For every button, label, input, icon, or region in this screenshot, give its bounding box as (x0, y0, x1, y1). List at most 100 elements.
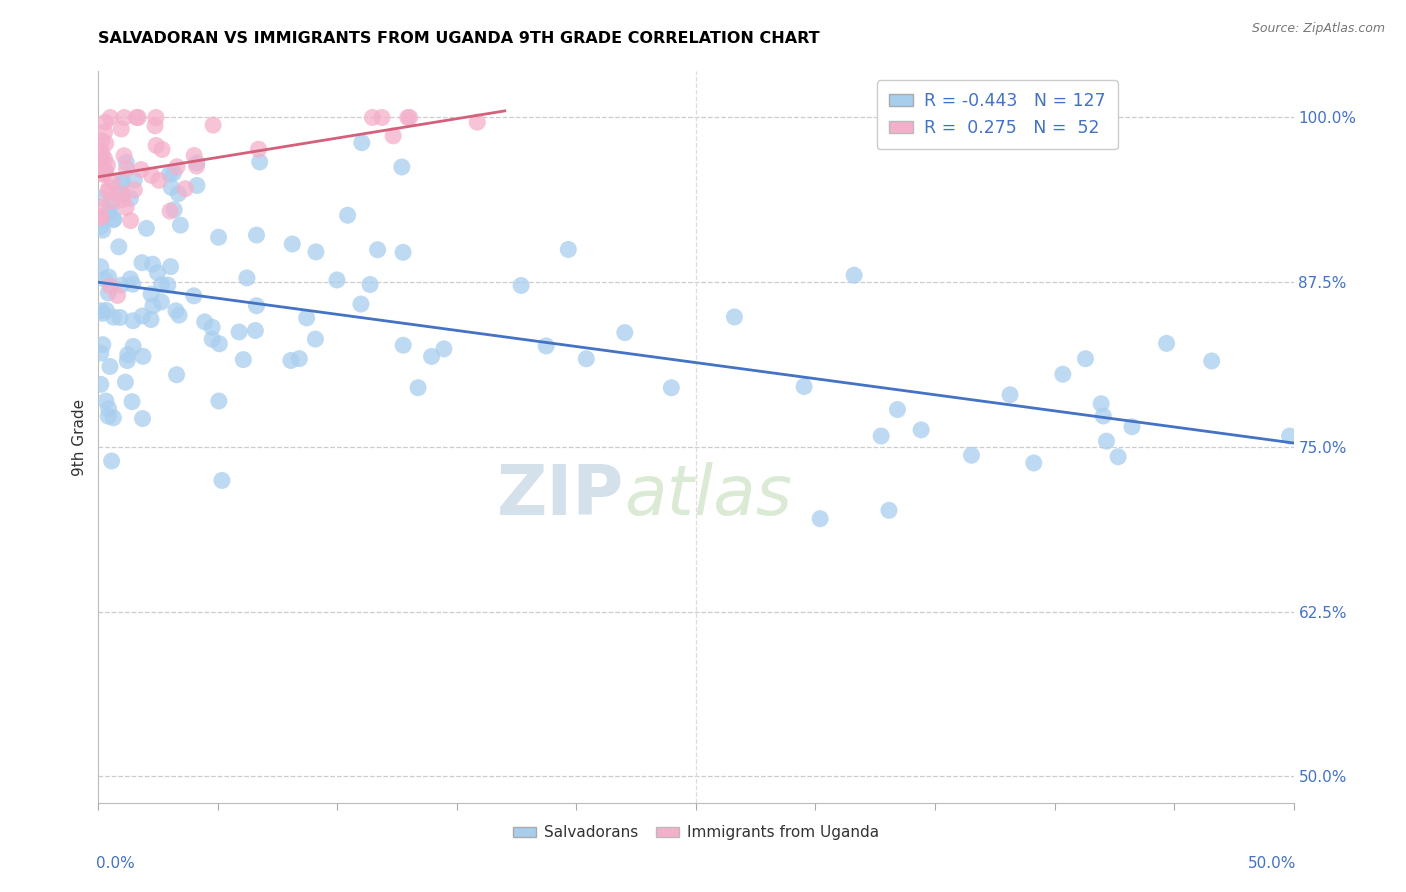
Point (89, 210, 111, 224)
Point (91, 306, 114, 320)
Point (305, 244, 328, 259)
Point (174, 182, 197, 196)
Point (186, 159, 208, 173)
Point (107, 288, 129, 302)
Point (398, 111, 420, 125)
Point (183, 148, 205, 162)
Point (90, 167, 112, 181)
Point (145, 111, 167, 125)
Point (163, 202, 186, 217)
Point (1278, 429, 1301, 443)
Point (575, 351, 598, 366)
Point (1095, 434, 1118, 449)
Point (122, 339, 145, 353)
Point (103, 310, 125, 325)
Point (91, 337, 114, 351)
Point (350, 136, 373, 150)
Point (91, 223, 114, 237)
Point (371, 111, 394, 125)
Point (90, 377, 112, 392)
Point (127, 111, 149, 125)
Point (910, 423, 932, 437)
Text: 50.0%: 50.0% (1247, 855, 1296, 871)
Point (131, 309, 153, 323)
Point (247, 142, 270, 156)
Point (166, 368, 188, 382)
Point (93, 152, 115, 166)
Point (97, 409, 120, 424)
Point (124, 173, 146, 187)
Point (391, 160, 413, 174)
Point (100, 454, 122, 468)
Point (406, 381, 429, 395)
Point (121, 394, 143, 409)
Point (1052, 368, 1074, 382)
Point (326, 273, 349, 287)
Point (115, 155, 138, 169)
Point (90, 134, 112, 148)
Point (142, 299, 165, 313)
Point (165, 303, 187, 318)
Point (1201, 354, 1223, 368)
Point (162, 166, 184, 180)
Point (90, 346, 112, 360)
Point (110, 278, 132, 293)
Point (129, 162, 152, 177)
Point (150, 277, 173, 292)
Point (167, 186, 190, 201)
Point (97, 270, 120, 285)
Point (208, 394, 231, 409)
Point (245, 324, 267, 338)
Point (280, 353, 302, 368)
Point (148, 173, 170, 187)
Point (111, 175, 134, 189)
Point (98, 359, 121, 374)
Point (90, 219, 112, 234)
Point (100, 194, 122, 209)
Point (1074, 351, 1097, 366)
Point (94, 164, 117, 178)
Point (91, 146, 114, 161)
Point (89, 156, 111, 170)
Point (89, 144, 111, 158)
Point (145, 138, 167, 153)
Point (392, 338, 415, 352)
Point (167, 308, 190, 322)
Point (93, 167, 115, 181)
Point (169, 218, 191, 232)
Point (236, 271, 259, 285)
Point (842, 268, 865, 283)
Point (122, 314, 145, 328)
Point (288, 351, 311, 366)
Point (112, 111, 135, 125)
Point (160, 180, 183, 194)
Point (361, 111, 384, 125)
Text: Source: ZipAtlas.com: Source: ZipAtlas.com (1251, 22, 1385, 36)
Point (194, 315, 217, 329)
Point (1022, 456, 1045, 470)
Point (98, 204, 121, 219)
Point (281, 237, 304, 252)
Point (159, 260, 181, 274)
Point (111, 187, 134, 202)
Point (108, 310, 131, 325)
Point (202, 118, 225, 132)
Text: atlas: atlas (624, 462, 792, 529)
Point (150, 143, 173, 157)
Point (723, 310, 745, 324)
Point (141, 169, 163, 183)
Point (89, 200, 111, 214)
Point (94, 136, 117, 151)
Point (245, 228, 267, 243)
Point (98, 279, 122, 293)
Point (98, 180, 121, 194)
Point (132, 349, 155, 363)
Point (94, 394, 117, 409)
Point (793, 379, 815, 393)
Point (94, 115, 117, 129)
Point (998, 388, 1021, 402)
Point (186, 178, 208, 193)
Point (90, 303, 112, 318)
Point (120, 272, 142, 286)
Point (392, 245, 415, 260)
